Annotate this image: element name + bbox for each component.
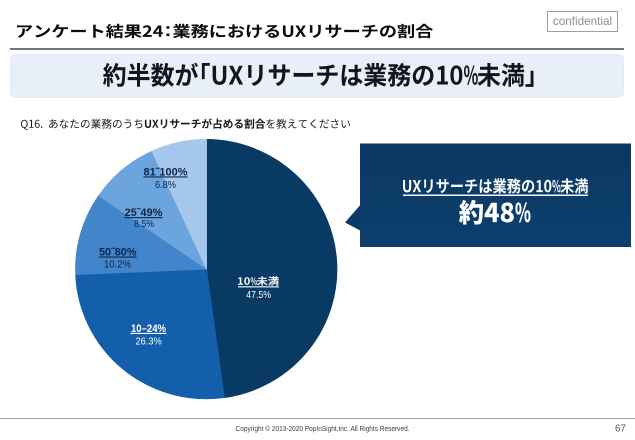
svg-text:6.8%: 6.8% bbox=[155, 179, 176, 191]
svg-text:81˜100%: 81˜100% bbox=[144, 167, 188, 179]
svg-text:10.2%: 10.2% bbox=[104, 258, 131, 270]
svg-text:Copyright © 2013-2020 PopInSi: Copyright © 2013-2020 PopInSight,Inc. Al… bbox=[236, 425, 410, 433]
svg-text:8.5%: 8.5% bbox=[134, 218, 154, 230]
svg-text:25˜49%: 25˜49% bbox=[125, 207, 163, 219]
svg-text:47.5%: 47.5% bbox=[246, 289, 271, 301]
svg-text:67: 67 bbox=[615, 424, 626, 435]
svg-text:50˜80%: 50˜80% bbox=[99, 247, 137, 259]
svg-text:10–24%: 10–24% bbox=[131, 323, 166, 335]
svg-text:26.3%: 26.3% bbox=[136, 335, 162, 347]
